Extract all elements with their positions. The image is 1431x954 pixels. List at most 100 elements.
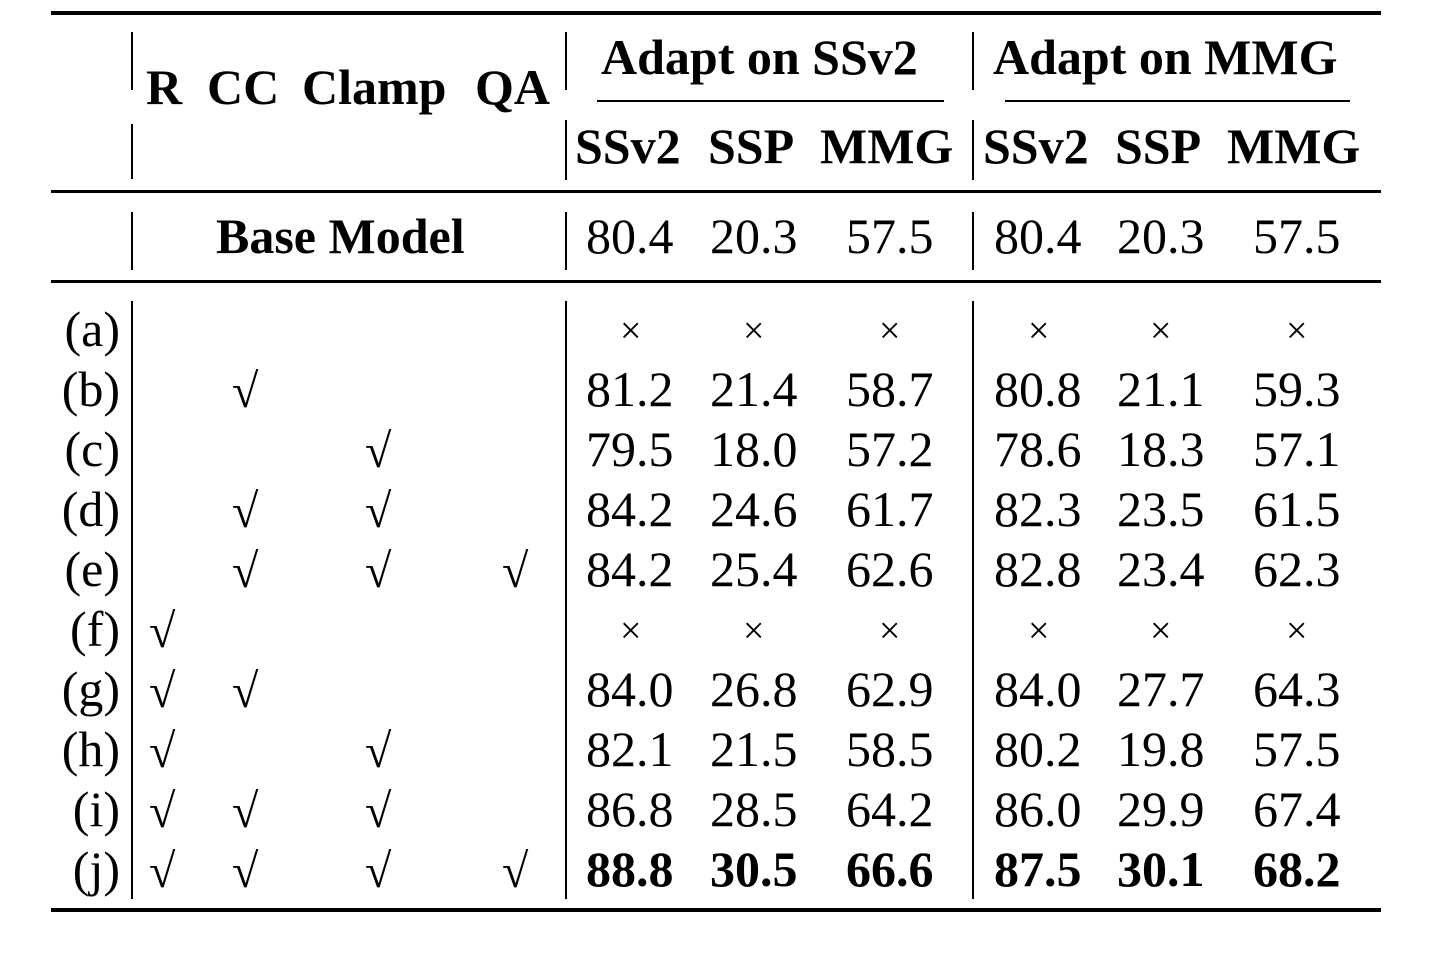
cross-mark: × — [879, 610, 901, 652]
check-mark: √ — [232, 785, 259, 838]
cell-value: 86.8 — [586, 781, 674, 837]
separator-groups — [972, 301, 974, 899]
cell-value: 79.5 — [586, 421, 674, 477]
subheader-ssv2: SSv2 — [575, 118, 681, 174]
cell-value: 58.5 — [846, 721, 934, 777]
separator-methods — [565, 301, 567, 899]
cell-value: 21.1 — [1117, 361, 1205, 417]
check-mark: √ — [149, 605, 176, 658]
row-label: (h) — [61, 721, 120, 777]
base-value: 20.3 — [1117, 208, 1205, 264]
cell-value: 61.5 — [1253, 481, 1341, 537]
cell-value: 67.4 — [1253, 781, 1341, 837]
cell-value: 57.5 — [1253, 721, 1341, 777]
separator-label — [131, 301, 133, 899]
cell-value: 62.3 — [1253, 541, 1341, 597]
group-header-mmg: Adapt on MMG — [993, 29, 1338, 85]
group-header-ssv2: Adapt on SSv2 — [601, 29, 918, 85]
separator-groups — [972, 32, 974, 90]
separator-methods — [565, 32, 567, 90]
check-mark: √ — [232, 665, 259, 718]
cell-value: 64.2 — [846, 781, 934, 837]
row-label: (c) — [64, 421, 121, 477]
cell-value: 57.1 — [1253, 421, 1341, 477]
separator-label — [131, 32, 133, 90]
row-label: (b) — [61, 361, 120, 417]
cell-value: 61.7 — [846, 481, 934, 537]
cross-mark: × — [620, 310, 642, 352]
cell-value: 23.5 — [1117, 481, 1205, 537]
cell-value: 84.2 — [586, 541, 674, 597]
cell-value: 84.0 — [994, 661, 1082, 717]
cell-value: 29.9 — [1117, 781, 1205, 837]
separator-groups — [972, 212, 974, 270]
cell-value: 24.6 — [710, 481, 798, 537]
cell-value: 62.6 — [846, 541, 934, 597]
cell-value: 88.8 — [586, 841, 674, 897]
check-mark: √ — [365, 785, 392, 838]
cell-value: 87.5 — [994, 841, 1082, 897]
cell-value: 82.8 — [994, 541, 1082, 597]
cell-value: 19.8 — [1117, 721, 1205, 777]
cell-value: 62.9 — [846, 661, 934, 717]
base-value: 57.5 — [846, 208, 934, 264]
cell-value: 27.7 — [1117, 661, 1205, 717]
group-underline-mmg — [1005, 100, 1350, 102]
cell-value: 66.6 — [846, 841, 934, 897]
cross-mark: × — [620, 610, 642, 652]
check-mark: √ — [502, 845, 529, 898]
cell-value: 25.4 — [710, 541, 798, 597]
cell-value: 78.6 — [994, 421, 1082, 477]
cross-mark: × — [1028, 610, 1050, 652]
cell-value: 18.3 — [1117, 421, 1205, 477]
subheader-ssp: SSP — [708, 118, 795, 174]
separator-methods — [565, 212, 567, 270]
subheader-mmg: MMG — [820, 118, 954, 174]
cell-value: 82.3 — [994, 481, 1082, 537]
base-value: 20.3 — [710, 208, 798, 264]
cell-value: 64.3 — [1253, 661, 1341, 717]
group-underline-ssv2 — [597, 100, 944, 102]
check-mark: √ — [365, 425, 392, 478]
cross-mark: × — [879, 310, 901, 352]
separator-label — [131, 124, 133, 179]
check-mark: √ — [232, 485, 259, 538]
row-label: (j) — [72, 841, 120, 897]
cell-value: 82.1 — [586, 721, 674, 777]
row-label: (g) — [61, 661, 120, 717]
cross-mark: × — [1286, 310, 1308, 352]
bottom-rule — [51, 908, 1381, 912]
cell-value: 59.3 — [1253, 361, 1341, 417]
base-value: 80.4 — [586, 208, 674, 264]
separator-methods — [565, 120, 567, 180]
row-label: (e) — [64, 541, 121, 597]
cell-value: 84.2 — [586, 481, 674, 537]
cross-mark: × — [1028, 310, 1050, 352]
cell-value: 18.0 — [710, 421, 798, 477]
base-model-label: Base Model — [216, 208, 465, 264]
check-mark: √ — [149, 665, 176, 718]
check-mark: √ — [232, 845, 259, 898]
top-rule — [51, 11, 1381, 15]
check-mark: √ — [149, 785, 176, 838]
check-mark: √ — [149, 845, 176, 898]
method-header-cc: CC — [207, 59, 280, 115]
cell-value: 26.8 — [710, 661, 798, 717]
cross-mark: × — [743, 610, 765, 652]
cell-value: 28.5 — [710, 781, 798, 837]
check-mark: √ — [232, 545, 259, 598]
row-label: (i) — [72, 781, 120, 837]
cross-mark: × — [743, 310, 765, 352]
cell-value: 21.4 — [710, 361, 798, 417]
subheader-mmg: MMG — [1227, 118, 1361, 174]
separator-label — [131, 212, 133, 270]
cell-value: 80.2 — [994, 721, 1082, 777]
cell-value: 30.1 — [1117, 841, 1205, 897]
cell-value: 30.5 — [710, 841, 798, 897]
cell-value: 81.2 — [586, 361, 674, 417]
cross-mark: × — [1286, 610, 1308, 652]
method-header-qa: QA — [475, 59, 550, 115]
check-mark: √ — [365, 725, 392, 778]
method-header-clamp: Clamp — [302, 59, 447, 115]
cell-value: 86.0 — [994, 781, 1082, 837]
